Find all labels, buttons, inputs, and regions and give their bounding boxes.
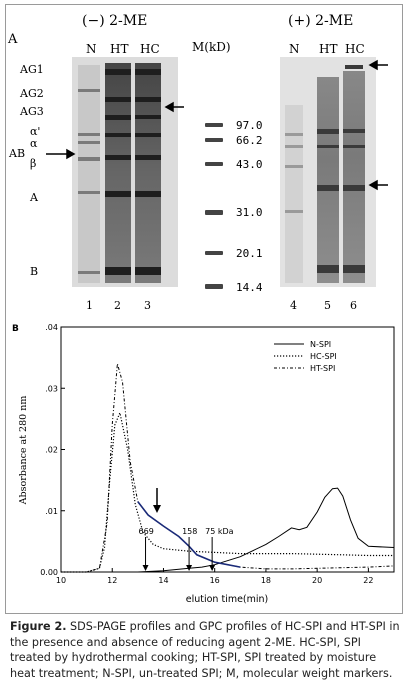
- lane-4-bands: [285, 133, 303, 213]
- y-tick-label: .04: [45, 323, 58, 332]
- lane-number-5: 5: [324, 299, 331, 312]
- marker-annotations: 669 158 75 kDa: [139, 527, 234, 536]
- marker-value-20: 20.1: [236, 247, 263, 260]
- lane-number-4: 4: [290, 299, 297, 312]
- arrow-lane3-ag3: [164, 101, 184, 113]
- y-axis: 0.00 .01 .02 .03 .04: [40, 323, 65, 577]
- caption-label: Figure 2.: [10, 620, 67, 633]
- lane-1-bands: [78, 89, 100, 274]
- legend: N-SPI HC-SPI HT-SPI: [274, 340, 337, 373]
- arrow-lane6-mid: [368, 179, 388, 191]
- y-tick-label: .01: [45, 507, 58, 516]
- lane-header-hc-right: HC: [345, 42, 365, 56]
- x-tick-label: 14: [158, 576, 168, 585]
- gel-lane-2: [105, 63, 131, 283]
- gel-lane-6: [343, 71, 365, 283]
- legend-label: N-SPI: [310, 340, 331, 349]
- marker-value-14: 14.4: [236, 281, 263, 294]
- band-label-beta: β: [30, 157, 36, 170]
- x-tick-label: 16: [210, 576, 220, 585]
- reference-marker-head: [142, 565, 149, 571]
- band-label-a: A: [29, 191, 39, 204]
- panel-b-label: B: [12, 324, 19, 334]
- x-tick-label: 12: [107, 576, 117, 585]
- condition-left: (−) 2-ME: [82, 13, 147, 29]
- lane-number-2: 2: [114, 299, 121, 312]
- y-tick-label: 0.00: [40, 568, 58, 577]
- arrow-ab: [46, 148, 76, 160]
- band-label-alpha-prime: α': [30, 125, 40, 138]
- figure-caption: Figure 2. SDS-PAGE profiles and GPC prof…: [10, 619, 400, 681]
- arrow-lane6-top: [368, 59, 388, 71]
- lane-header-ht-right: HT: [319, 42, 337, 56]
- band-label-b: B: [30, 265, 38, 278]
- y-tick-label: .03: [45, 384, 58, 393]
- lane-5-6-bands: [317, 65, 365, 273]
- band-label-ag1: AG1: [19, 63, 44, 76]
- x-tick-label: 18: [261, 576, 271, 585]
- lane-number-6: 6: [350, 299, 357, 312]
- lane-header-ht-left: HT: [110, 42, 128, 56]
- lane-header-n-right: N: [289, 42, 300, 56]
- series-line-ht-spi: [61, 363, 395, 573]
- y-axis-label: Absorbance at 280 nm: [18, 396, 29, 506]
- band-label-ag2: AG2: [19, 87, 44, 100]
- lane-2-3-bands: [105, 69, 161, 275]
- y-tick-label: .02: [45, 446, 58, 455]
- x-axis: 10 12 14 16 18 20 22: [56, 568, 373, 585]
- legend-label: HT-SPI: [310, 364, 335, 373]
- series-group: [61, 363, 395, 573]
- band-label-ab: AB: [8, 147, 25, 160]
- marker-value-97: 97.0: [236, 119, 263, 132]
- gel-lane-3: [135, 63, 161, 283]
- x-axis-label: elution time(min): [186, 594, 269, 605]
- gel-lane-4: [285, 105, 303, 283]
- band-label-alpha: α: [30, 137, 38, 150]
- sds-page-panel: A (−) 2-ME (+) 2-ME M(kD) N HT HC N HT H…: [6, 5, 402, 315]
- band-label-ag3: AG3: [19, 105, 44, 118]
- series-line-hc-spi: [61, 410, 394, 573]
- marker-value-43: 43.0: [236, 158, 263, 171]
- x-tick-label: 20: [312, 576, 322, 585]
- lane-number-1: 1: [86, 299, 93, 312]
- annotation-75kda: 75 kDa: [205, 527, 234, 536]
- annotation-158: 158: [182, 527, 197, 536]
- lane-header-n-left: N: [86, 42, 97, 56]
- gpc-panel: B 0.00 .01 .02 .03 .04 10 12 14 16 18 20 22 Absorb…: [6, 315, 402, 613]
- marker-header: M(kD): [192, 40, 231, 54]
- lane-header-hc-left: HC: [140, 42, 160, 56]
- gpc-down-arrow: [153, 488, 161, 513]
- marker-bands: [205, 123, 223, 289]
- panel-a-label: A: [7, 32, 18, 47]
- gel-lane-1: [78, 65, 100, 283]
- figure-frame: A (−) 2-ME (+) 2-ME M(kD) N HT HC N HT H…: [5, 4, 403, 614]
- legend-label: HC-SPI: [310, 352, 337, 361]
- reference-marker-head: [209, 565, 216, 571]
- series-line-n-spi: [61, 487, 395, 573]
- condition-right: (+) 2-ME: [288, 13, 353, 29]
- caption-text: SDS-PAGE profiles and GPC profiles of HC…: [10, 620, 400, 680]
- gel-arrows: [46, 59, 388, 191]
- gel-lane-5: [317, 77, 339, 283]
- annotation-669: 669: [139, 527, 154, 536]
- reference-markers: [142, 537, 216, 571]
- reference-marker-head: [186, 565, 193, 571]
- gel-image: A (−) 2-ME (+) 2-ME M(kD) N HT HC N HT H…: [7, 13, 388, 312]
- gpc-chart: B 0.00 .01 .02 .03 .04 10 12 14 16 18 20 22 Absorb…: [12, 323, 395, 605]
- marker-value-66: 66.2: [236, 134, 263, 147]
- lane-number-3: 3: [144, 299, 151, 312]
- marker-value-31: 31.0: [236, 206, 263, 219]
- x-tick-label: 10: [56, 576, 66, 585]
- x-tick-label: 22: [363, 576, 373, 585]
